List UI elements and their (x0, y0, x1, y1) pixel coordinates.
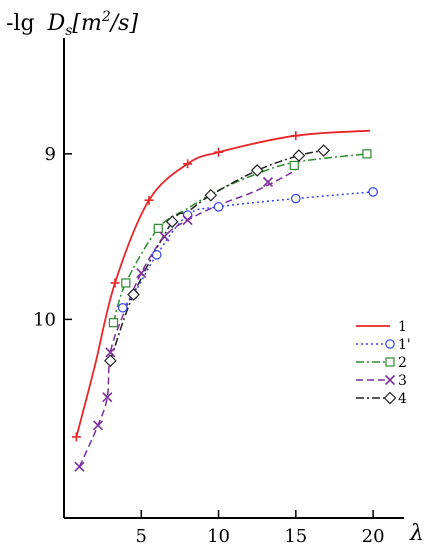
data-point-4-1 (74, 461, 85, 472)
data-point-4-7 (182, 215, 193, 226)
data-point-1-5 (214, 147, 224, 157)
data-point-1-3 (144, 195, 154, 205)
data-point-5-1 (104, 354, 117, 368)
data-point-4-5 (136, 267, 147, 279)
data-point-5-4 (204, 188, 218, 202)
x-tick-label-5: 5 (136, 526, 147, 547)
data-point-1-6 (291, 131, 301, 141)
x-axis-title: λ (409, 521, 424, 546)
legend-label-5: 4 (398, 391, 407, 407)
data-point-2-7 (368, 187, 378, 197)
data-point-5-3 (165, 215, 179, 229)
y-tick-label-10: 10 (33, 309, 56, 330)
x-tick-label-20: 20 (362, 526, 385, 547)
data-point-5-7 (317, 144, 330, 157)
data-point-4-2 (92, 420, 104, 431)
y-axis-title: -lg Ds[m2/s] (6, 9, 138, 39)
data-point-2-3 (151, 250, 162, 260)
legend: 1 1' 2 3 4 (356, 319, 411, 407)
data-point-1-1 (71, 432, 81, 442)
data-point-1-2 (110, 278, 120, 288)
ticks-group: 5 10 15 20 9 10 (33, 144, 384, 547)
y-axis-title-var: D (47, 11, 66, 36)
y-axis-title-prefix: -lg (6, 11, 35, 36)
data-point-5-6 (292, 149, 306, 162)
series-line-2 (122, 191, 374, 309)
data-point-3-4 (289, 160, 299, 171)
x-tick-label-15: 15 (284, 526, 307, 547)
data-point-2-6 (291, 193, 301, 204)
data-point-3-2 (121, 278, 131, 288)
series-lines-group (75, 129, 374, 467)
legend-marker-5 (383, 391, 397, 405)
series-line-5 (109, 149, 324, 362)
data-point-4-8 (262, 176, 274, 188)
series-line-4 (78, 169, 297, 467)
y-axis-title-unit-post: /s] (109, 11, 139, 36)
legend-label-1: 1 (398, 319, 407, 335)
data-point-2-5 (213, 202, 224, 212)
y-axis-title-unit-sup: 2 (101, 9, 111, 25)
x-tick-label-10: 10 (207, 526, 230, 547)
y-axis-title-sub: s (65, 23, 72, 39)
y-axis-title-unit-pre: [m (72, 11, 101, 36)
legend-marker-4 (384, 374, 396, 386)
legend-marker-2 (385, 339, 395, 349)
series-line-3 (112, 153, 367, 323)
legend-label-3: 2 (398, 355, 407, 371)
legend-label-2: 1' (398, 337, 411, 353)
data-point-4-3 (102, 392, 113, 403)
data-point-3-5 (362, 149, 372, 159)
y-tick-label-9: 9 (45, 144, 56, 165)
data-point-4-4 (105, 347, 116, 358)
data-point-5-2 (127, 288, 140, 301)
data-point-3-1 (108, 318, 119, 328)
series-line-1 (75, 129, 371, 438)
data-point-4-6 (159, 231, 170, 242)
data-point-3-3 (153, 223, 163, 233)
series-markers-group (71, 131, 378, 472)
data-point-5-5 (250, 164, 264, 177)
legend-label-4: 3 (398, 373, 407, 389)
legend-marker-3 (385, 357, 395, 367)
data-point-2-1 (117, 302, 128, 313)
data-point-1-4 (183, 159, 193, 169)
